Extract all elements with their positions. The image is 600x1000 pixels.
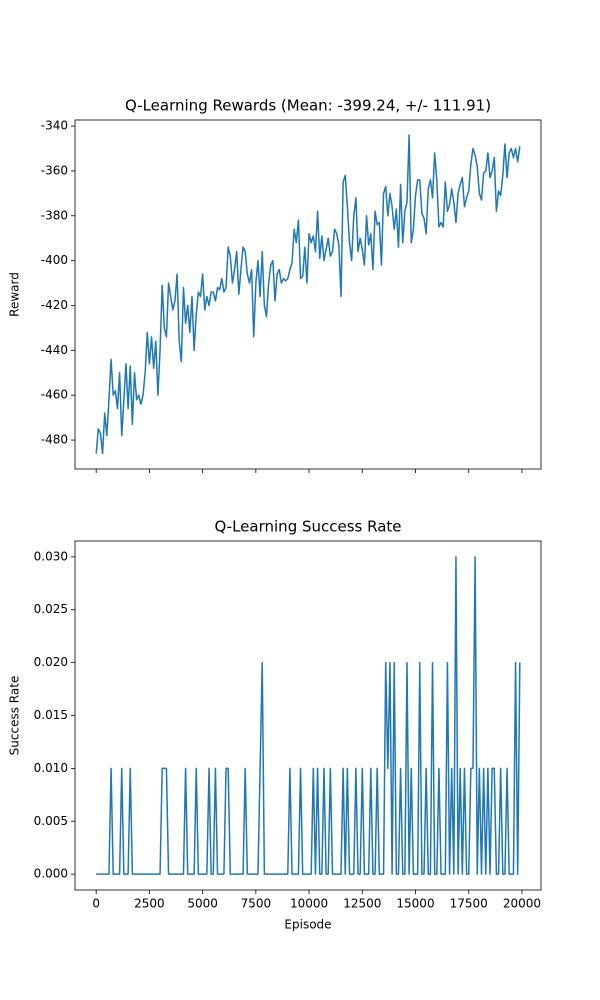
y-tick-label: 0.015 [34, 708, 68, 722]
y-tick-label: -400 [41, 253, 68, 267]
y-axis-label: Success Rate [8, 676, 22, 756]
chart-title: Q-Learning Rewards (Mean: -399.24, +/- 1… [125, 97, 491, 115]
x-axis-label: Episode [284, 918, 331, 932]
y-tick-label: 0.030 [34, 549, 68, 563]
x-tick-label: 0 [92, 897, 100, 911]
chart-title: Q-Learning Success Rate [214, 518, 401, 536]
data-line [95, 134, 521, 455]
y-tick-label: 0.020 [34, 655, 68, 669]
y-tick-label: 0.005 [34, 814, 68, 828]
x-tick-label: 2500 [134, 897, 165, 911]
x-tick-label: 17500 [450, 897, 488, 911]
y-tick-label: 0.000 [34, 867, 68, 881]
y-tick-label: -340 [41, 119, 68, 133]
x-tick-label: 15000 [396, 897, 434, 911]
data-line [96, 556, 521, 875]
y-axis-label: Reward [8, 272, 22, 317]
x-tick-label: 10000 [290, 897, 328, 911]
axes-frame [74, 540, 542, 891]
x-tick-label: 12500 [343, 897, 381, 911]
y-tick-label: -440 [41, 343, 68, 357]
y-tick-label: -360 [41, 163, 68, 177]
y-tick-label: 0.025 [34, 602, 68, 616]
y-tick-label: -380 [41, 208, 68, 222]
x-tick-label: 7500 [241, 897, 272, 911]
y-tick-label: -480 [41, 433, 68, 447]
axes-frame [74, 119, 542, 470]
y-tick-label: 0.010 [34, 761, 68, 775]
x-tick-label: 5000 [187, 897, 218, 911]
x-tick-label: 20000 [503, 897, 541, 911]
y-tick-label: -420 [41, 298, 68, 312]
y-tick-label: -460 [41, 388, 68, 402]
